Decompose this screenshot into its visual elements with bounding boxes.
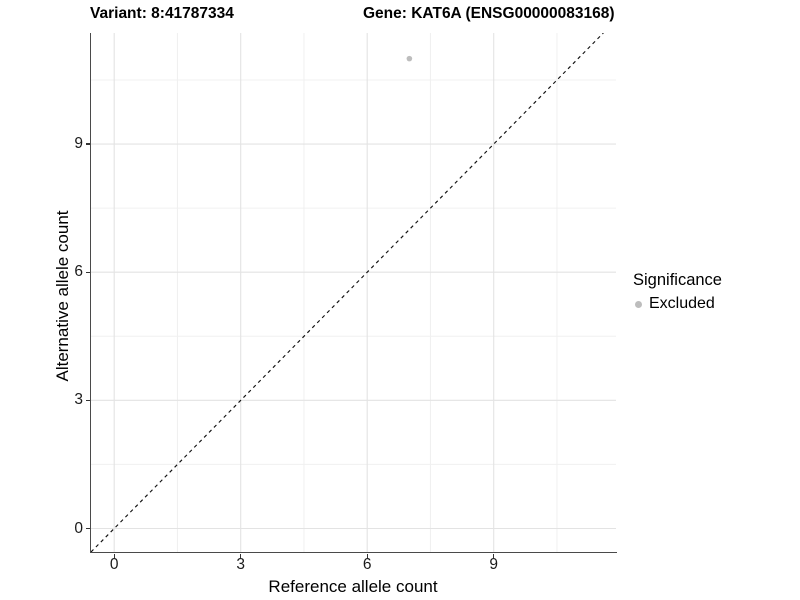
plot-panel	[91, 33, 616, 552]
y-tick-mark	[85, 271, 90, 273]
legend-items: Excluded	[632, 295, 722, 313]
y-axis-line	[89, 33, 91, 553]
identity-reference-line	[91, 33, 604, 552]
y-tick-label: 6	[74, 263, 83, 281]
y-tick-label: 3	[74, 391, 83, 409]
legend: Significance Excluded	[632, 271, 722, 313]
y-tick-label: 9	[74, 135, 83, 153]
x-tick-mark	[366, 553, 368, 558]
x-tick-label: 3	[236, 556, 245, 573]
x-axis-line	[89, 551, 617, 553]
y-tick-mark	[85, 143, 90, 145]
y-tick-label: 0	[74, 519, 83, 537]
plot-title-variant: Variant: 8:41787334	[90, 5, 234, 22]
x-tick-label: 9	[489, 556, 499, 573]
x-tick-mark	[493, 553, 495, 558]
x-tick-mark	[113, 553, 115, 558]
y-tick-mark	[85, 399, 90, 401]
legend-title: Significance	[633, 271, 722, 289]
x-tick-mark	[240, 553, 242, 558]
plot-title-gene: Gene: KAT6A (ENSG00000083168)	[363, 5, 615, 22]
legend-item-label: Excluded	[649, 295, 715, 312]
x-tick-label: 6	[362, 556, 372, 573]
legend-item: Excluded	[632, 295, 722, 313]
x-axis-title: Reference allele count	[268, 577, 438, 596]
y-tick-mark	[85, 527, 90, 530]
legend-point-icon	[635, 300, 642, 308]
x-tick-label: 0	[109, 556, 119, 573]
y-axis-title: Alternative allele count	[53, 210, 72, 382]
data-point	[406, 55, 413, 62]
